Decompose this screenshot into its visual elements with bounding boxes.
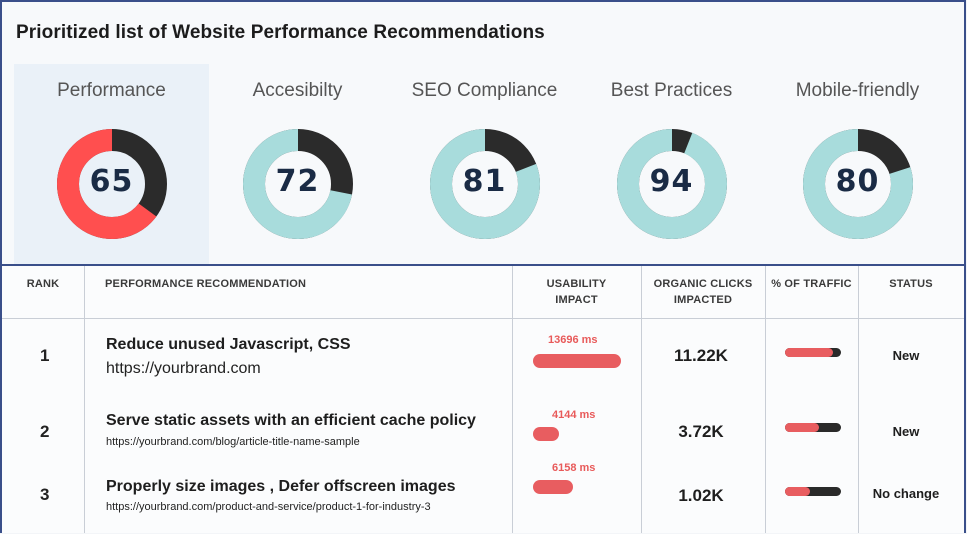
row-rank: 3 bbox=[40, 485, 50, 504]
status-badge: No change bbox=[872, 486, 940, 501]
traffic-bar-fill bbox=[785, 348, 833, 357]
header-traffic[interactable]: % OF TRAFFIC bbox=[771, 278, 852, 290]
usability-impact-label: 6158 ms bbox=[552, 462, 596, 474]
traffic-bar-fill bbox=[785, 487, 810, 496]
row-rank: 1 bbox=[40, 346, 50, 365]
score-card-seo[interactable]: SEO Compliance 81 bbox=[387, 64, 582, 264]
usability-impact-label: 4144 ms bbox=[552, 409, 596, 421]
score-summary: Performance 65 Accesibilty 72 SEO Compli… bbox=[2, 64, 964, 264]
header-status[interactable]: STATUS bbox=[889, 278, 933, 290]
column-divider bbox=[858, 266, 859, 533]
donut-arc bbox=[242, 129, 353, 239]
score-donut: 65 bbox=[56, 128, 168, 240]
score-label: Accesibilty bbox=[252, 80, 343, 101]
column-divider bbox=[84, 266, 85, 533]
donut-chart bbox=[56, 129, 167, 239]
column-divider bbox=[765, 266, 766, 533]
recommendations-table: RANK PERFORMANCE RECOMMENDATION USABILIT… bbox=[2, 264, 964, 533]
header-rank[interactable]: RANK bbox=[26, 278, 60, 290]
recommendation-url[interactable]: https://yourbrand.com/blog/article-title… bbox=[106, 436, 360, 448]
donut-arc bbox=[616, 129, 727, 239]
donut-chart bbox=[802, 129, 913, 239]
header-usability-line1: USABILITY bbox=[546, 278, 607, 290]
score-value: 72 bbox=[275, 164, 320, 199]
traffic-bar bbox=[785, 348, 841, 357]
header-clicks-line2: IMPACTED bbox=[673, 294, 733, 306]
donut-arc bbox=[802, 129, 913, 239]
score-card-mobile-friendly[interactable]: Mobile-friendly 80 bbox=[760, 64, 955, 264]
usability-impact-bar bbox=[533, 480, 573, 494]
header-clicks-line1: ORGANIC CLICKS bbox=[653, 278, 753, 290]
recommendation-url[interactable]: https://yourbrand.com bbox=[106, 360, 261, 377]
column-divider bbox=[641, 266, 642, 533]
row-rank: 2 bbox=[40, 422, 50, 441]
donut-chart bbox=[429, 129, 540, 239]
header-usability[interactable]: USABILITY IMPACT bbox=[512, 276, 641, 308]
status-badge: New bbox=[892, 348, 920, 363]
header-divider bbox=[2, 318, 964, 319]
usability-impact-label: 13696 ms bbox=[548, 334, 598, 346]
recommendation-title: Reduce unused Javascript, CSS bbox=[106, 336, 351, 353]
score-card-best-practices[interactable]: Best Practices 94 bbox=[574, 64, 769, 264]
page-title: Prioritized list of Website Performance … bbox=[16, 22, 545, 43]
score-label: Mobile-friendly bbox=[795, 80, 920, 101]
traffic-bar bbox=[785, 487, 841, 496]
recommendation-title: Properly size images , Defer offscreen i… bbox=[106, 478, 456, 495]
score-donut: 94 bbox=[616, 128, 728, 240]
usability-impact-bar bbox=[533, 427, 559, 441]
recommendation-url[interactable]: https://yourbrand.com/product-and-servic… bbox=[106, 501, 431, 513]
header-clicks[interactable]: ORGANIC CLICKS IMPACTED bbox=[641, 276, 765, 308]
score-value: 81 bbox=[462, 164, 507, 199]
organic-clicks: 1.02K bbox=[678, 486, 724, 505]
score-card-performance[interactable]: Performance 65 bbox=[14, 64, 209, 264]
traffic-bar-fill bbox=[785, 423, 819, 432]
score-card-accessibility[interactable]: Accesibilty 72 bbox=[200, 64, 395, 264]
score-value: 94 bbox=[649, 164, 694, 199]
header-usability-line2: IMPACT bbox=[555, 294, 598, 306]
donut-chart bbox=[616, 129, 727, 239]
organic-clicks: 3.72K bbox=[678, 422, 724, 441]
score-label: Best Practices bbox=[610, 80, 733, 101]
status-badge: New bbox=[892, 424, 920, 439]
score-label: Performance bbox=[57, 80, 166, 101]
donut-arc bbox=[56, 129, 167, 239]
score-value: 80 bbox=[835, 164, 880, 199]
score-label: SEO Compliance bbox=[411, 80, 558, 101]
score-donut: 80 bbox=[802, 128, 914, 240]
score-donut: 81 bbox=[429, 128, 541, 240]
recommendation-title: Serve static assets with an efficient ca… bbox=[106, 412, 476, 429]
usability-impact-bar bbox=[533, 354, 621, 368]
donut-arc bbox=[429, 129, 540, 239]
organic-clicks: 11.22K bbox=[674, 346, 728, 365]
donut-chart bbox=[242, 129, 353, 239]
column-divider bbox=[512, 266, 513, 533]
header-recommendation[interactable]: PERFORMANCE RECOMMENDATION bbox=[105, 278, 307, 290]
traffic-bar bbox=[785, 423, 841, 432]
score-value: 65 bbox=[89, 164, 134, 199]
score-donut: 72 bbox=[242, 128, 354, 240]
